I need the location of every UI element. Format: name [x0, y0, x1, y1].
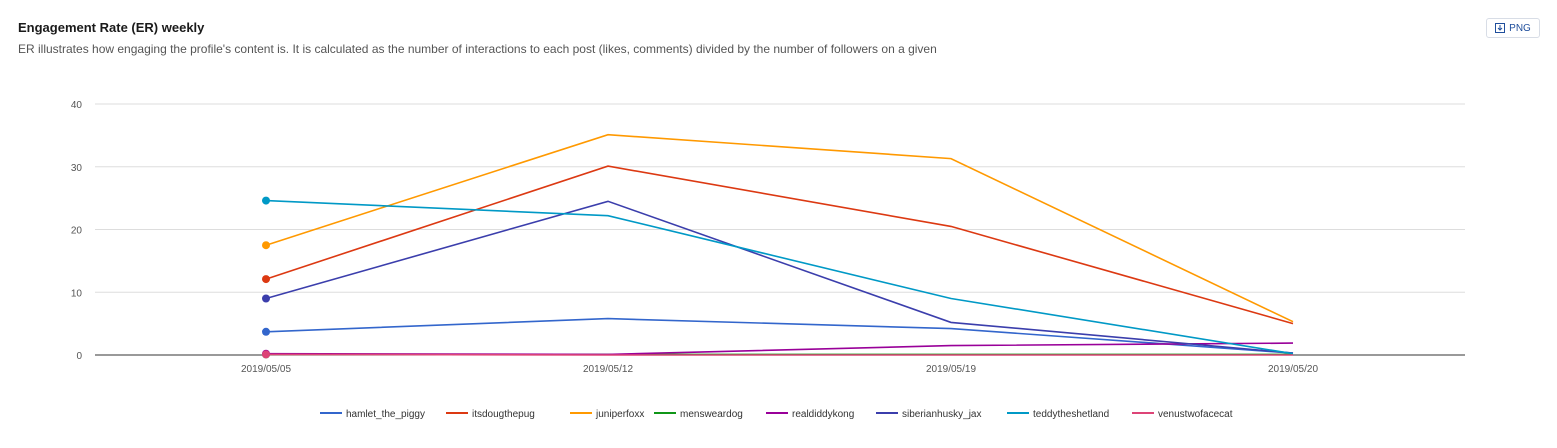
series-marker-siberianhusky_jax [262, 294, 270, 303]
series-line-realdiddykong [265, 342, 1294, 356]
legend-label-itsdougthepug: itsdougthepug [472, 409, 535, 420]
legend-label-mensweardog: mensweardog [680, 409, 743, 420]
y-tick-label: 30 [71, 163, 83, 174]
x-tick-label: 2019/05/20 [1268, 364, 1318, 375]
series-marker-hamlet_the_piggy [262, 327, 270, 336]
y-tick-label: 20 [71, 226, 83, 237]
y-tick-label: 40 [71, 100, 83, 111]
series-line-siberianhusky_jax [265, 200, 1294, 354]
series-marker-teddytheshetland [262, 196, 270, 205]
x-tick-label: 2019/05/05 [241, 364, 291, 375]
legend-label-siberianhusky_jax: siberianhusky_jax [902, 409, 982, 420]
series-marker-juniperfoxx [262, 241, 270, 250]
legend-label-teddytheshetland: teddytheshetland [1033, 409, 1109, 420]
series-marker-venustwofacecat [262, 350, 270, 359]
chart-title: Engagement Rate (ER) weekly [18, 20, 205, 35]
chart-subtitle: ER illustrates how engaging the profile'… [18, 42, 937, 56]
series-line-venustwofacecat [265, 353, 1293, 356]
y-tick-label: 10 [71, 288, 83, 299]
png-download-button[interactable]: PNG [1486, 18, 1540, 38]
x-tick-label: 2019/05/19 [926, 364, 976, 375]
x-tick-label: 2019/05/12 [583, 364, 633, 375]
series-line-itsdougthepug [265, 165, 1294, 325]
legend-label-hamlet_the_piggy: hamlet_the_piggy [346, 409, 425, 420]
series-marker-itsdougthepug [262, 275, 270, 284]
legend-label-realdiddykong: realdiddykong [792, 409, 854, 420]
y-tick-label: 0 [76, 351, 82, 362]
legend-label-venustwofacecat: venustwofacecat [1158, 409, 1233, 420]
legend-label-juniperfoxx: juniperfoxx [595, 409, 644, 420]
series-line-hamlet_the_piggy [265, 317, 1294, 354]
png-button-label: PNG [1509, 22, 1531, 34]
series-line-teddytheshetland [265, 199, 1294, 355]
download-icon [1495, 23, 1506, 33]
series-line-juniperfoxx [265, 133, 1294, 323]
